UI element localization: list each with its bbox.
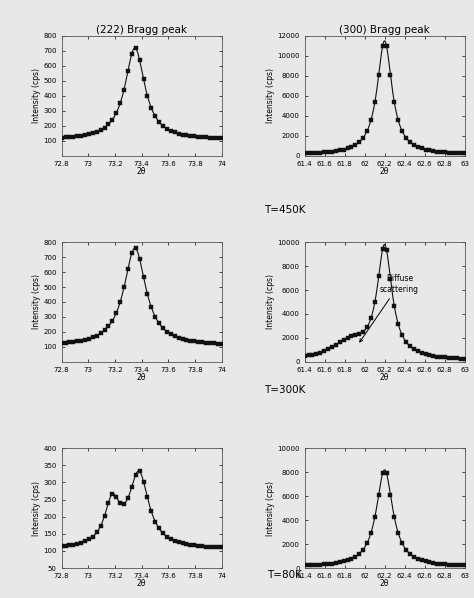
Text: Diffuse
scattering: Diffuse scattering [360, 274, 419, 342]
X-axis label: 2θ: 2θ [380, 167, 389, 176]
Title: (222) Bragg peak: (222) Bragg peak [96, 25, 187, 35]
Y-axis label: Intensity (cps): Intensity (cps) [266, 274, 275, 329]
X-axis label: 2θ: 2θ [380, 579, 389, 588]
Title: (300) Bragg peak: (300) Bragg peak [339, 25, 430, 35]
X-axis label: 2θ: 2θ [137, 167, 146, 176]
Text: T=80K: T=80K [267, 570, 302, 580]
Y-axis label: Intensity (cps): Intensity (cps) [32, 481, 41, 536]
Y-axis label: Intensity (cps): Intensity (cps) [266, 481, 275, 536]
Y-axis label: Intensity (cps): Intensity (cps) [32, 68, 41, 123]
Y-axis label: Intensity (cps): Intensity (cps) [32, 274, 41, 329]
Text: T=300K: T=300K [264, 385, 305, 395]
X-axis label: 2θ: 2θ [137, 579, 146, 588]
Text: T=450K: T=450K [264, 206, 305, 215]
X-axis label: 2θ: 2θ [380, 373, 389, 382]
Y-axis label: Intensity (cps): Intensity (cps) [266, 68, 275, 123]
X-axis label: 2θ: 2θ [137, 373, 146, 382]
